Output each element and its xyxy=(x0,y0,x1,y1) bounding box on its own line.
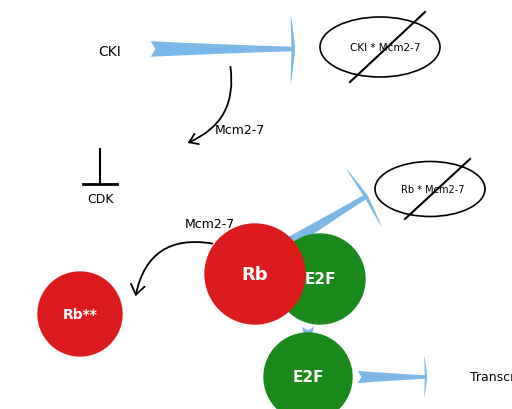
Circle shape xyxy=(264,333,352,409)
Text: CKI * Mcm2-7: CKI * Mcm2-7 xyxy=(350,43,420,53)
Text: Mcm2-7: Mcm2-7 xyxy=(215,123,265,136)
FancyArrowPatch shape xyxy=(189,67,231,145)
Text: Rb: Rb xyxy=(242,265,268,283)
Circle shape xyxy=(275,234,365,324)
FancyArrowPatch shape xyxy=(131,243,212,295)
Circle shape xyxy=(205,225,305,324)
Text: CDK: CDK xyxy=(87,193,113,206)
Text: Mcm2-7: Mcm2-7 xyxy=(185,218,235,231)
Text: CKI: CKI xyxy=(99,45,121,59)
Text: Transcription: Transcription xyxy=(470,371,512,384)
Text: E2F: E2F xyxy=(304,272,336,287)
Text: Rb**: Rb** xyxy=(62,307,97,321)
Circle shape xyxy=(38,272,122,356)
Text: E2F: E2F xyxy=(292,370,324,384)
Text: Rb * Mcm2-7: Rb * Mcm2-7 xyxy=(401,184,465,195)
